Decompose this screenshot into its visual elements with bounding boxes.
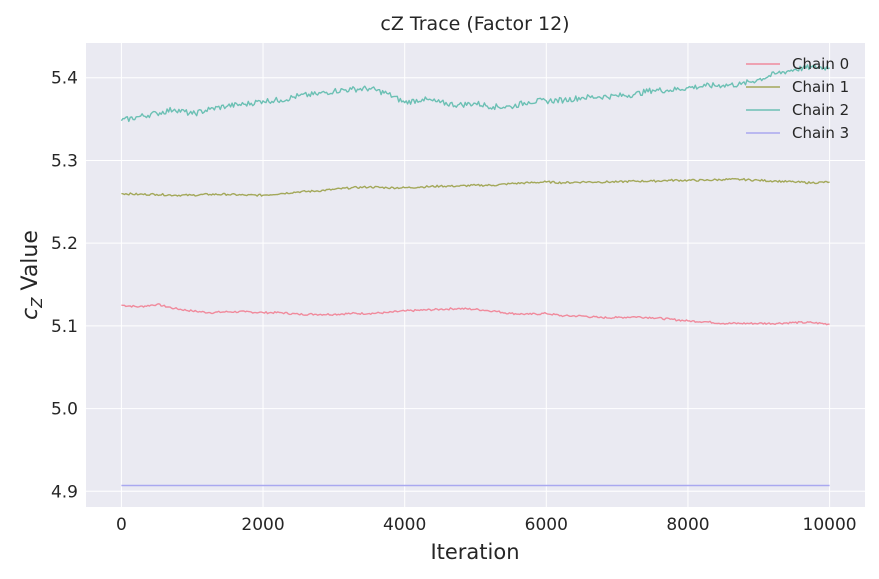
x-axis-label: Iteration	[430, 540, 519, 564]
grid-lines	[86, 43, 865, 507]
y-axis-label-subscript: Z	[28, 297, 46, 309]
series-line-chain-1	[121, 177, 830, 197]
series-line-chain-0	[121, 303, 830, 326]
legend-label: Chain 0	[792, 55, 849, 73]
y-tick-label: 5.0	[51, 400, 78, 420]
y-axis-label: cZ Value	[18, 230, 46, 320]
x-axis-ticks: 0 2000 4000 6000 8000 10000	[116, 515, 857, 535]
legend-label: Chain 1	[792, 78, 849, 96]
y-tick-label: 5.3	[51, 151, 78, 171]
y-axis-ticks: 4.9 5.0 5.1 5.2 5.3 5.4	[51, 69, 78, 503]
y-axis-label-symbol: c	[18, 308, 43, 320]
series-line-chain-2	[120, 64, 830, 123]
legend-label: Chain 2	[792, 101, 849, 119]
chart-title: cZ Trace (Factor 12)	[380, 13, 569, 35]
legend: Chain 0 Chain 1 Chain 2 Chain 3	[746, 55, 849, 142]
y-tick-label: 5.1	[51, 317, 78, 337]
y-tick-label: 5.2	[51, 234, 78, 254]
x-tick-label: 6000	[525, 515, 568, 535]
y-tick-label: 5.4	[51, 69, 78, 89]
y-tick-label: 4.9	[51, 482, 78, 502]
x-tick-label: 4000	[383, 515, 426, 535]
series-lines	[120, 64, 830, 487]
x-tick-label: 2000	[241, 515, 284, 535]
x-tick-label: 10000	[803, 515, 857, 535]
plot-area	[86, 43, 865, 507]
x-tick-label: 0	[116, 515, 127, 535]
legend-label: Chain 3	[792, 124, 849, 142]
y-axis-label-text: Value	[18, 230, 43, 297]
x-tick-label: 8000	[666, 515, 709, 535]
